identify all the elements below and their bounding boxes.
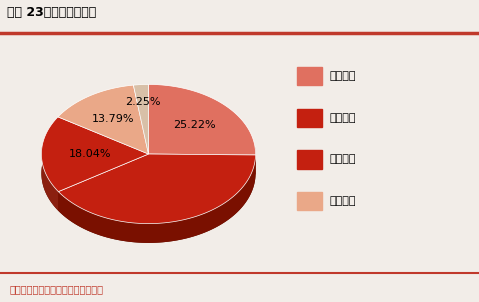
Bar [297, 67, 322, 85]
Text: 2.25%: 2.25% [125, 97, 160, 107]
Polygon shape [41, 104, 256, 243]
Polygon shape [41, 144, 58, 211]
Text: 家政服务: 家政服务 [330, 71, 356, 81]
Text: 聊天陪伴: 聊天陪伴 [330, 154, 356, 165]
Polygon shape [58, 154, 148, 211]
Polygon shape [41, 117, 148, 191]
Text: 法律援助: 法律援助 [330, 196, 356, 206]
Bar [297, 192, 322, 210]
Text: 18.04%: 18.04% [68, 149, 111, 159]
Bar [297, 150, 322, 169]
Text: 25.22%: 25.22% [173, 120, 216, 130]
Bar [297, 109, 322, 127]
Polygon shape [58, 154, 148, 211]
Polygon shape [58, 154, 256, 223]
Text: 13.79%: 13.79% [92, 114, 135, 124]
Polygon shape [58, 85, 148, 154]
Text: 护理服务: 护理服务 [330, 113, 356, 123]
Text: 来源：公开资料、国联证券研究所。: 来源：公开资料、国联证券研究所。 [10, 284, 103, 294]
Polygon shape [58, 155, 256, 243]
Text: 图表 23：老龄人口需求: 图表 23：老龄人口需求 [7, 6, 96, 19]
Polygon shape [148, 85, 256, 155]
Polygon shape [148, 154, 256, 174]
Polygon shape [134, 85, 148, 154]
Polygon shape [254, 144, 256, 174]
Polygon shape [148, 154, 256, 174]
